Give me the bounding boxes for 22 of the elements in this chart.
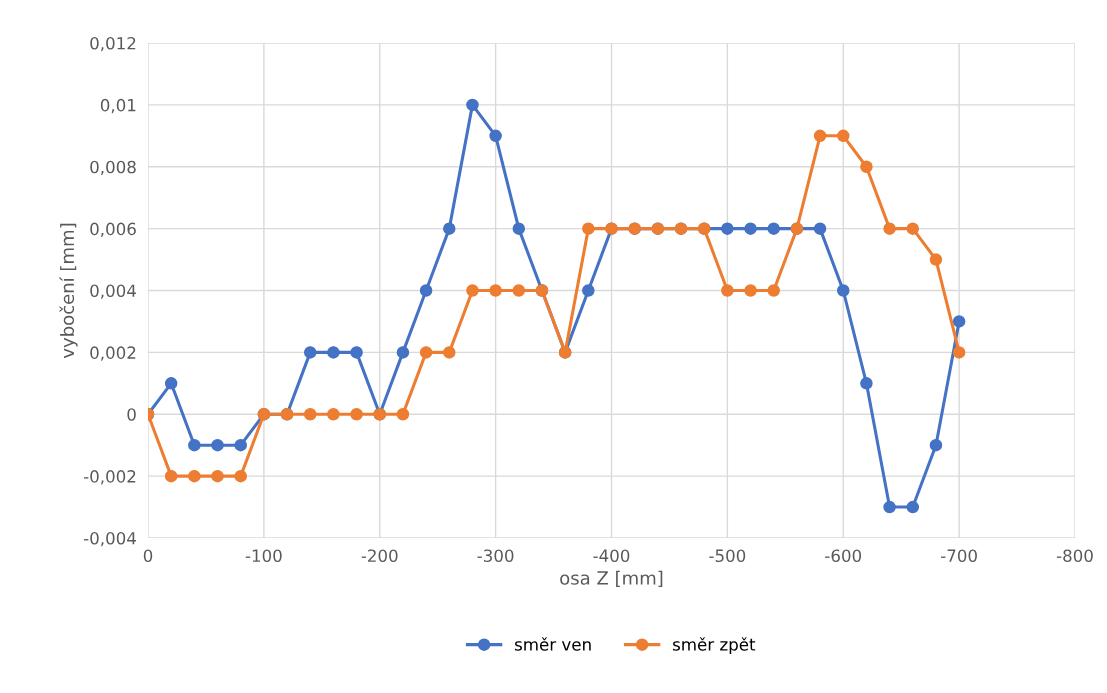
- y-tick-label: 0,006: [90, 222, 136, 237]
- y-tick-label: -0,002: [83, 470, 136, 485]
- y-tick-label: 0,002: [90, 346, 136, 361]
- x-tick-label: -500: [709, 549, 746, 563]
- y-tick-label: 0,008: [90, 160, 136, 176]
- x-tick-label: -100: [245, 549, 282, 563]
- y-tick-label: -0,004: [83, 531, 136, 547]
- x-tick-label: -800: [1056, 549, 1093, 563]
- y-axis-title: vybočení [mm]: [59, 223, 78, 359]
- x-axis-title: osa Z [mm]: [560, 570, 663, 587]
- x-tick-label: -300: [477, 549, 514, 563]
- y-tick-label: 0,01: [100, 98, 136, 114]
- legend-label: směr zpět: [673, 637, 756, 654]
- x-tick-label: -200: [361, 549, 398, 563]
- y-tick-label: 0,004: [90, 284, 136, 299]
- legend-label: směr ven: [515, 637, 591, 651]
- x-tick-label: 0: [143, 549, 153, 563]
- y-tick-label: 0,012: [90, 36, 136, 52]
- x-tick-label: -600: [825, 549, 862, 563]
- x-tick-label: -400: [593, 549, 630, 563]
- x-tick-label: -700: [941, 549, 977, 563]
- y-tick-label: 0: [127, 408, 136, 421]
